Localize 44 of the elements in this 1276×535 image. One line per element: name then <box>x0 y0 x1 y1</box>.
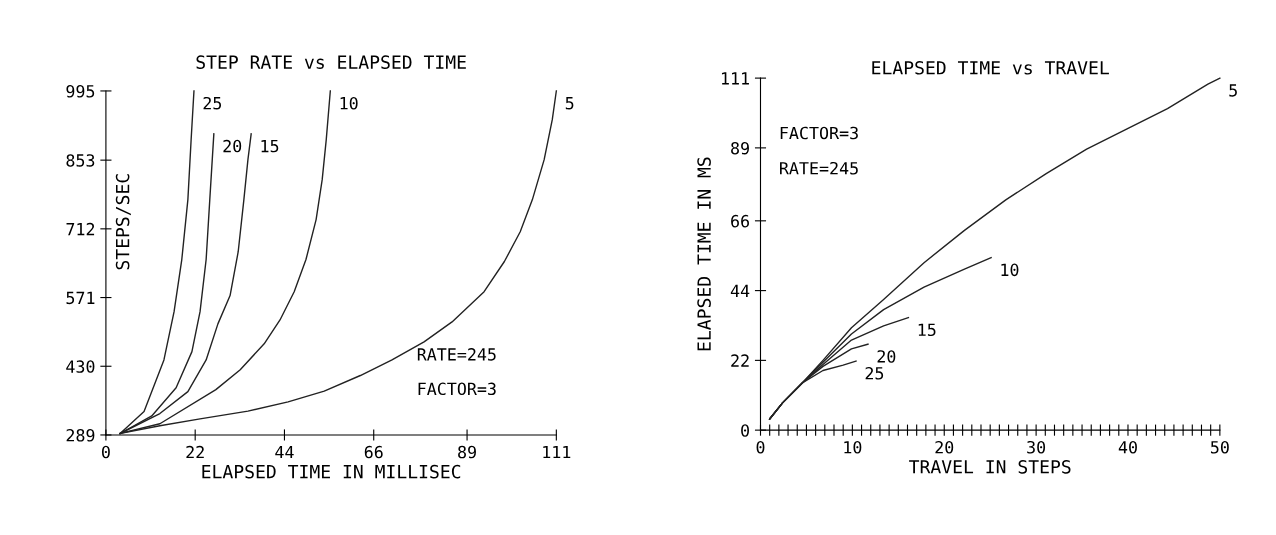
series-label: 20 <box>877 350 896 363</box>
y-tick-label: 995 <box>66 84 95 98</box>
chart-title: STEP RATE vs ELAPSED TIME <box>196 55 466 69</box>
series-label: 10 <box>1001 263 1019 277</box>
y-tick-label: 89 <box>731 141 749 155</box>
x-tick-label: 111 <box>543 445 571 459</box>
annotation: RATE=245 <box>417 348 496 361</box>
annotation: FACTOR=3 <box>418 382 496 396</box>
series-label: 5 <box>1229 84 1237 97</box>
series-label: 20 <box>223 139 242 153</box>
y-tick-label: 289 <box>66 428 95 442</box>
y-tick-label: 853 <box>66 154 95 167</box>
chart-title: ELAPSED TIME vs TRAVEL <box>872 60 1109 75</box>
y-axis-title: ELAPSED TIME IN MS <box>697 157 711 351</box>
y-tick-label: 44 <box>730 284 750 297</box>
series-label: 15 <box>261 139 279 153</box>
x-tick-label: 66 <box>364 445 383 459</box>
series-label: 15 <box>918 323 936 337</box>
series-label: 25 <box>203 96 222 110</box>
x-axis-title: ELAPSED TIME IN MILLISEC <box>202 464 461 479</box>
x-tick-label: 0 <box>101 445 110 459</box>
y-tick-label: 66 <box>731 214 749 228</box>
x-tick-label: 10 <box>844 440 862 454</box>
y-axis-title: STEPS/SEC <box>115 174 131 270</box>
y-tick-label: 111 <box>721 72 749 85</box>
x-tick-label: 50 <box>1210 440 1229 454</box>
x-tick-label: 89 <box>458 445 476 459</box>
x-tick-label: 40 <box>1118 440 1137 454</box>
y-tick-label: 571 <box>66 291 95 305</box>
annotation: RATE=245 <box>780 161 858 175</box>
y-tick-label: 712 <box>66 222 95 236</box>
x-tick-label: 44 <box>275 445 294 459</box>
x-tick-label: 0 <box>756 440 765 454</box>
y-tick-label: 0 <box>741 424 749 437</box>
x-axis-title: TRAVEL IN STEPS <box>909 459 1071 474</box>
series-label: 5 <box>565 97 574 110</box>
x-tick-label: 20 <box>935 440 954 454</box>
x-tick-label: 30 <box>1027 440 1046 454</box>
annotation: FACTOR=3 <box>780 126 858 140</box>
series-label: 25 <box>865 366 884 380</box>
x-tick-label: 22 <box>186 445 204 459</box>
y-tick-label: 430 <box>66 360 95 373</box>
y-tick-label: 22 <box>731 354 749 367</box>
series-label: 10 <box>340 96 358 110</box>
